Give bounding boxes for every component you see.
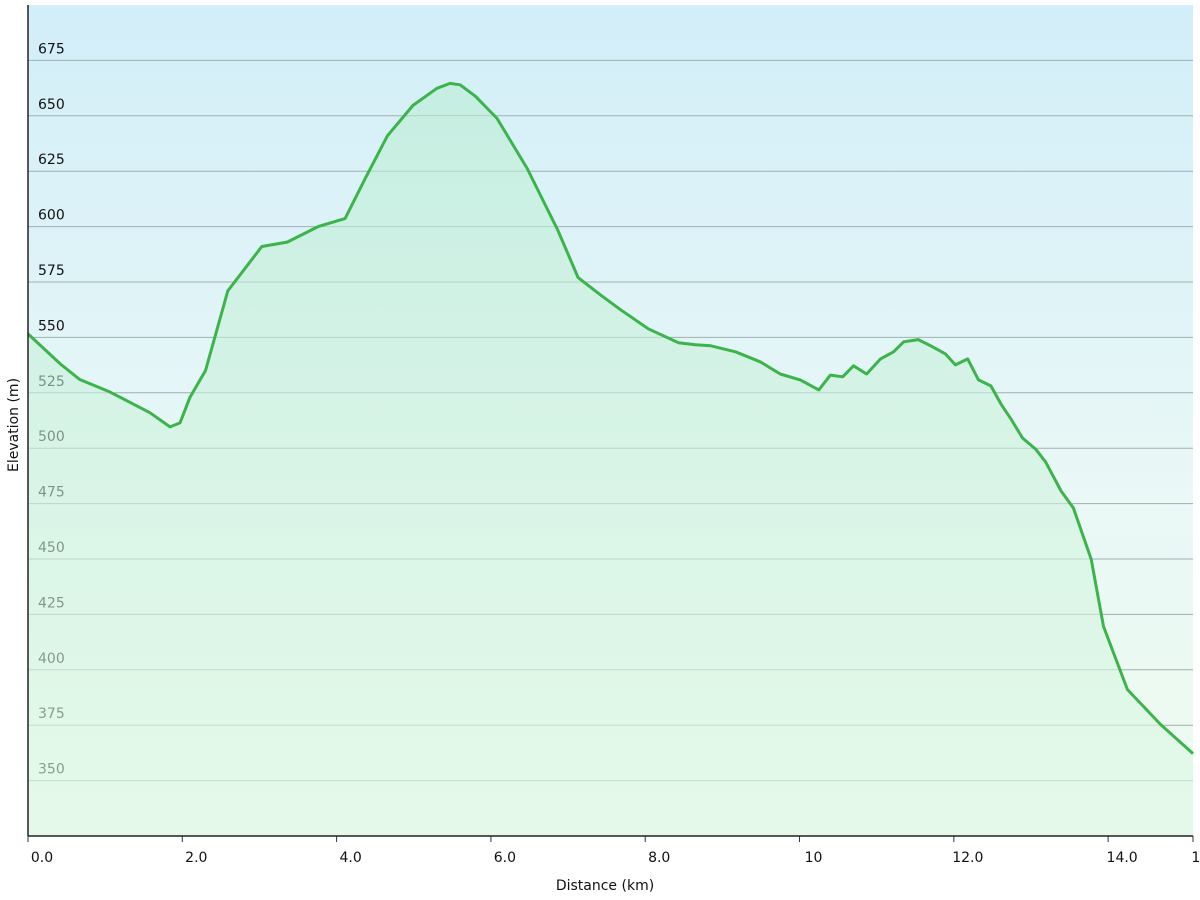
y-tick-label: 575 [38,263,65,279]
y-tick-label: 625 [38,152,65,168]
x-axis-label: Distance (km) [556,878,654,894]
y-tick-label: 675 [38,41,65,57]
x-tick-label: 10 [805,850,823,866]
y-tick-label: 550 [38,318,65,334]
x-tick-label: 2.0 [185,850,207,866]
x-tick-label: 12.0 [952,850,983,866]
x-tick-label: 14.0 [1107,850,1138,866]
y-axis-label: Elevation (m) [6,378,22,472]
x-tick-label: 8.0 [648,850,670,866]
x-tick-label: 4.0 [339,850,361,866]
x-tick-label: 0.0 [31,850,53,866]
y-tick-label: 600 [38,208,65,224]
elevation-line [26,81,1195,755]
x-tick-label: 15.1 [1191,850,1200,866]
x-tick-label: 6.0 [494,850,516,866]
elevation-area [28,83,1193,836]
y-tick-label: 650 [38,97,65,113]
